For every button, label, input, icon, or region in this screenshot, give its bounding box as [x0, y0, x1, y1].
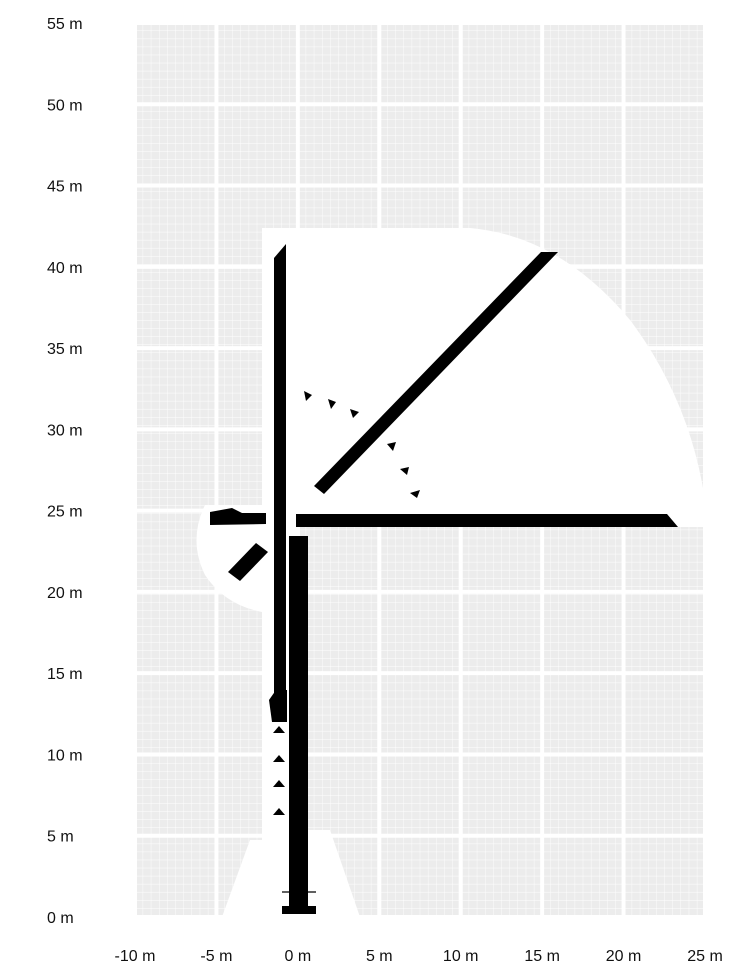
working-envelope	[196, 228, 705, 917]
base-plate	[282, 906, 316, 914]
y-tick-label: 40 m	[47, 260, 83, 277]
y-tick-label: 55 m	[47, 16, 83, 33]
x-tick-label: 20 m	[606, 948, 642, 965]
x-tick-label: 0 m	[285, 948, 312, 965]
left-arm-upper	[210, 508, 266, 525]
arrow-icon	[273, 755, 285, 762]
y-tick-label: 10 m	[47, 747, 83, 764]
arrow-icon	[328, 399, 336, 409]
motion-arrows-diagonal	[304, 391, 420, 498]
x-tick-label: -5 m	[200, 948, 232, 965]
arrow-icon	[400, 467, 409, 475]
arrow-icon	[387, 442, 396, 451]
x-tick-label: 5 m	[366, 948, 393, 965]
left-arm-lower	[228, 543, 268, 581]
diagonal-boom	[314, 252, 558, 494]
arrow-icon	[273, 780, 285, 787]
envelope-left-lobe	[196, 505, 262, 612]
machine	[210, 244, 678, 914]
arrow-icon	[273, 726, 285, 733]
y-tick-label: 0 m	[47, 910, 74, 927]
arrow-icon	[273, 808, 285, 815]
horizontal-boom	[296, 514, 678, 527]
envelope-main	[262, 228, 705, 917]
mast-left	[274, 244, 286, 722]
x-tick-label: -10 m	[115, 948, 156, 965]
y-tick-label: 45 m	[47, 179, 83, 196]
x-tick-label: 10 m	[443, 948, 479, 965]
y-tick-label: 25 m	[47, 504, 83, 521]
envelope-lower-right	[300, 830, 360, 917]
envelope-lower-left	[222, 840, 262, 917]
arrow-icon	[304, 391, 312, 401]
y-tick-label: 35 m	[47, 341, 83, 358]
motion-arrows-vertical	[273, 726, 285, 815]
x-axis-labels: -10 m -5 m 0 m 5 m 10 m 15 m 20 m 25 m	[115, 948, 723, 965]
x-tick-label: 25 m	[687, 948, 723, 965]
arrow-icon	[350, 409, 359, 418]
column-right	[289, 536, 308, 912]
y-axis-labels: 0 m 5 m 10 m 15 m 20 m 25 m 30 m 35 m 40 m 45 m 50…	[47, 16, 83, 927]
x-tick-label: 15 m	[524, 948, 560, 965]
mast-lower-left	[269, 690, 287, 722]
y-tick-label: 50 m	[47, 97, 83, 114]
y-tick-label: 5 m	[47, 829, 74, 846]
y-tick-label: 20 m	[47, 585, 83, 602]
y-tick-label: 15 m	[47, 666, 83, 683]
arrow-icon	[410, 490, 420, 498]
y-tick-label: 30 m	[47, 422, 83, 439]
